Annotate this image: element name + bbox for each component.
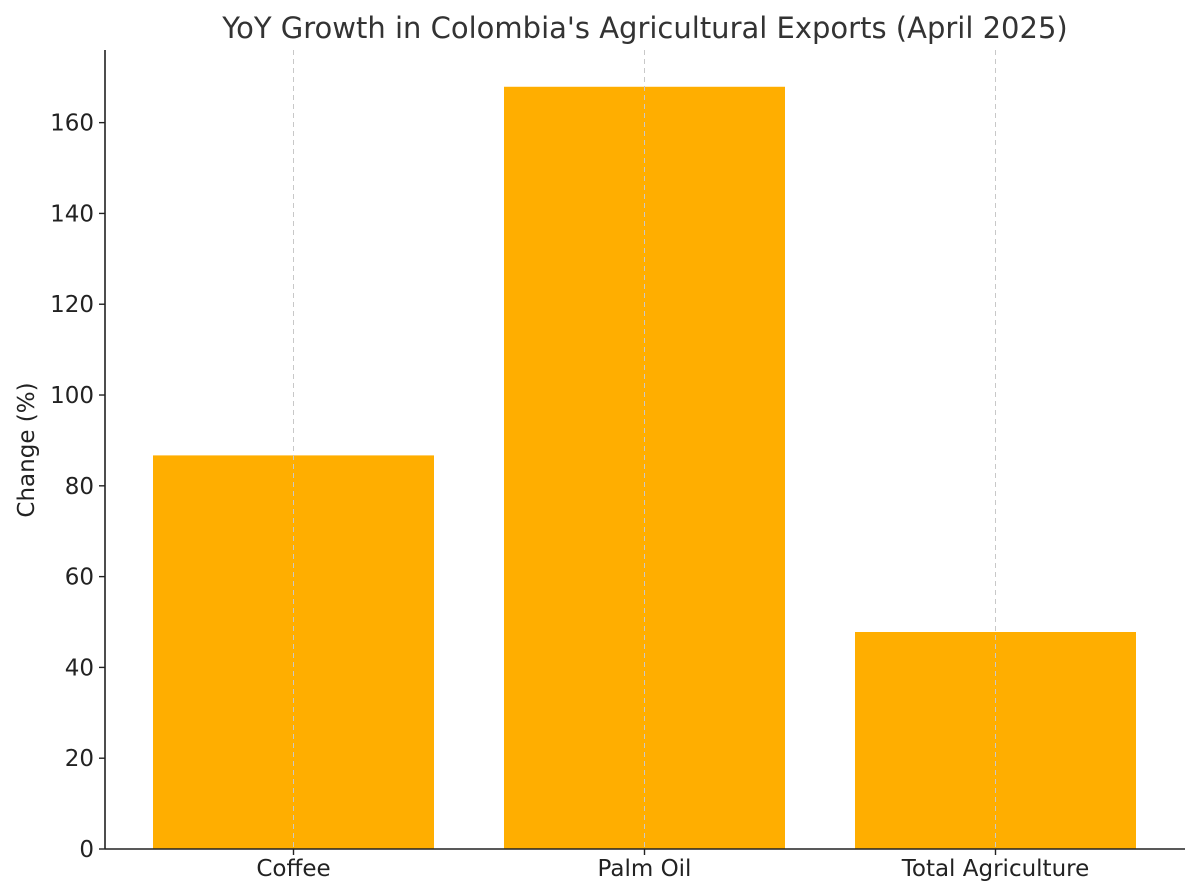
x-tick-label: Coffee bbox=[256, 856, 330, 882]
y-tick-label: 0 bbox=[79, 837, 94, 863]
y-tick-label: 20 bbox=[65, 746, 94, 772]
bar-total-agriculture bbox=[855, 631, 1136, 849]
x-tick-label: Total Agriculture bbox=[901, 856, 1090, 882]
y-tick-label: 40 bbox=[65, 655, 94, 681]
y-tick-label: 140 bbox=[50, 201, 94, 227]
x-tick-label: Palm Oil bbox=[598, 856, 692, 882]
y-tick-label: 80 bbox=[65, 474, 94, 500]
y-tick-label: 100 bbox=[50, 383, 94, 409]
y-tick-label: 120 bbox=[50, 292, 94, 318]
chart-title: YoY Growth in Colombia's Agricultural Ex… bbox=[221, 11, 1067, 45]
y-tick-label: 60 bbox=[65, 565, 94, 591]
y-axis-label: Change (%) bbox=[14, 382, 40, 517]
y-tick-label: 160 bbox=[50, 111, 94, 137]
x-axis: Coffee Palm Oil Total Agriculture bbox=[105, 848, 1185, 882]
grid-lines bbox=[293, 50, 996, 849]
y-axis: 0 20 40 60 80 100 120 140 160 bbox=[50, 50, 106, 863]
